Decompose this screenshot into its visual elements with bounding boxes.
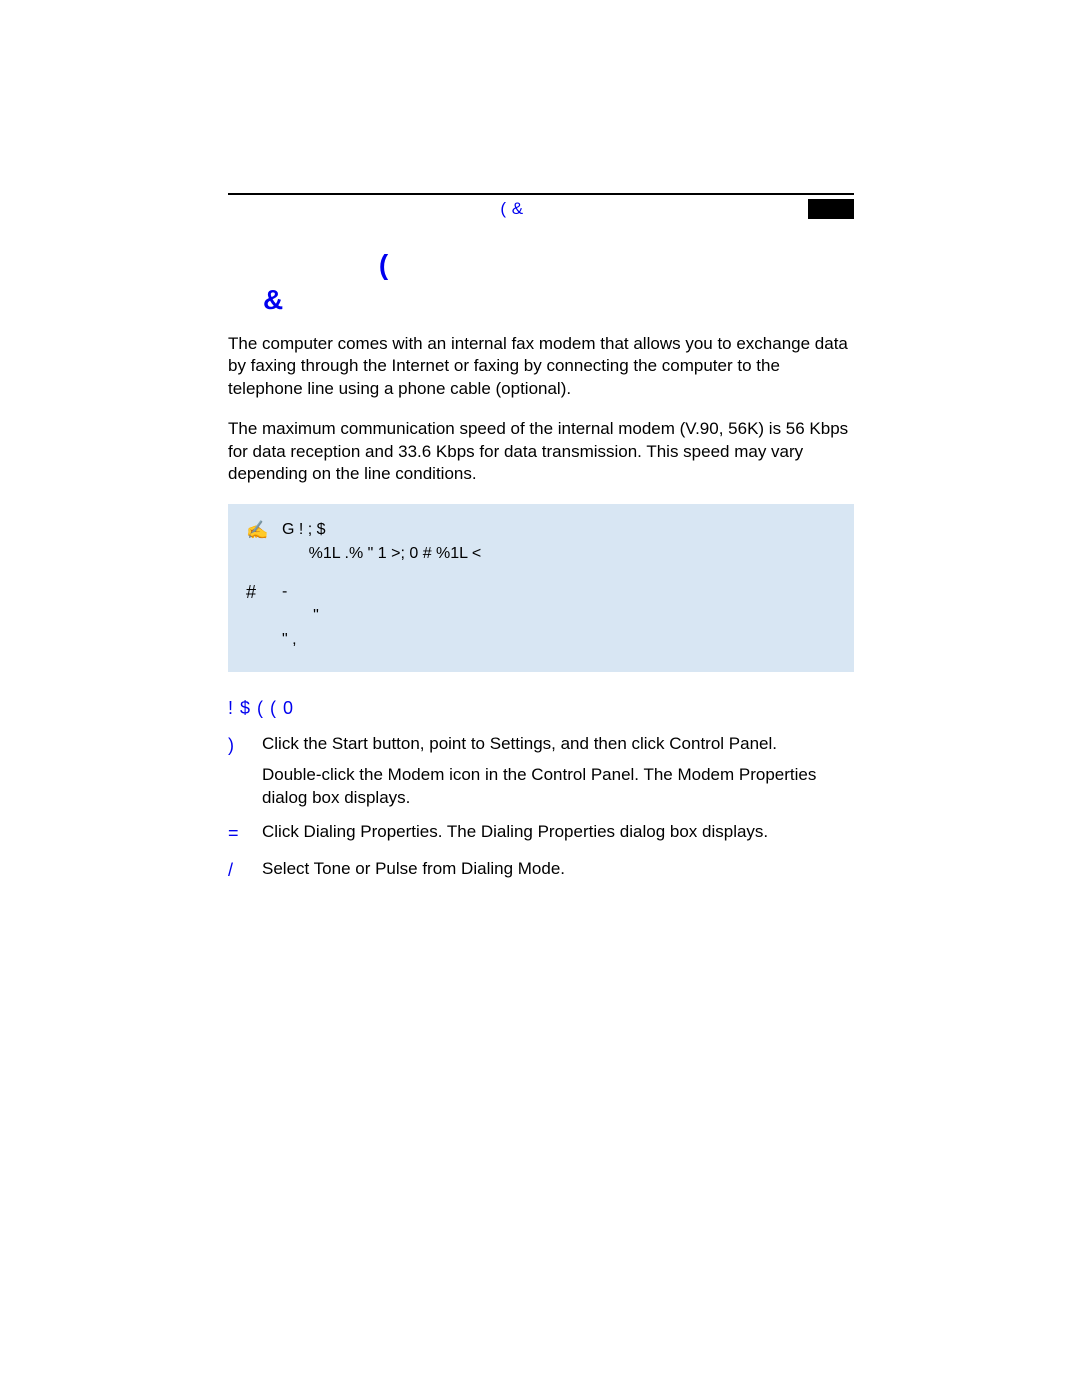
- section-title-line2: &: [263, 284, 284, 315]
- step-1: ) Click the Start button, point to Setti…: [228, 733, 854, 810]
- note-row2-line2: ": [282, 604, 836, 628]
- step-2-number: =: [228, 821, 242, 845]
- section-title: ( &: [263, 247, 854, 317]
- note-row2-line3: " ,: [282, 628, 836, 652]
- intro-paragraph-1: The computer comes with an internal fax …: [228, 333, 854, 400]
- note-line-1: G ! ; $: [282, 518, 836, 542]
- page: ( & ( & The computer comes with an inter…: [0, 0, 1080, 1397]
- note-row2-line2-text: ": [313, 607, 319, 624]
- pencil-icon: ✍: [246, 518, 268, 566]
- note-row2-icon: #: [246, 580, 268, 652]
- step-2-body: Click Dialing Properties. The Dialing Pr…: [262, 821, 854, 845]
- sub-section-title: ! $ ( ( 0: [228, 698, 854, 719]
- page-header: ( &: [228, 199, 854, 219]
- note-row-1: ✍ G ! ; $ %1L .% " 1 >; 0 # %1L <: [246, 518, 836, 566]
- note-row-2: # - " ": [246, 580, 836, 652]
- note-line-2: %1L .% " 1 >; 0 # %1L <: [282, 542, 836, 566]
- step-1-line-1: Click the Start button, point to Setting…: [262, 733, 854, 756]
- note-line-2-text: %1L .% " 1 >; 0 # %1L <: [309, 545, 482, 562]
- header-block: [808, 199, 854, 219]
- step-3-line-1: Select Tone or Pulse from Dialing Mode.: [262, 858, 854, 881]
- step-1-line-2: Double-click the Modem icon in the Contr…: [262, 764, 854, 810]
- note-box: ✍ G ! ; $ %1L .% " 1 >; 0 # %1L < #: [228, 504, 854, 672]
- step-2: = Click Dialing Properties. The Dialing …: [228, 821, 854, 845]
- note-row2-line1: -: [282, 580, 836, 604]
- section-title-line1: (: [379, 249, 389, 280]
- note-text-2: - " " ,: [282, 580, 836, 652]
- step-1-body: Click the Start button, point to Setting…: [262, 733, 854, 810]
- content-column: ( & ( & The computer comes with an inter…: [228, 193, 854, 882]
- top-rule: [228, 193, 854, 195]
- note-text-1: G ! ; $ %1L .% " 1 >; 0 # %1L <: [282, 518, 836, 566]
- header-text: ( &: [228, 199, 796, 219]
- intro-paragraph-2: The maximum communication speed of the i…: [228, 418, 854, 485]
- step-2-line-1: Click Dialing Properties. The Dialing Pr…: [262, 821, 854, 844]
- step-3-number: /: [228, 858, 242, 882]
- step-3-body: Select Tone or Pulse from Dialing Mode.: [262, 858, 854, 882]
- step-3: / Select Tone or Pulse from Dialing Mode…: [228, 858, 854, 882]
- step-1-number: ): [228, 733, 242, 810]
